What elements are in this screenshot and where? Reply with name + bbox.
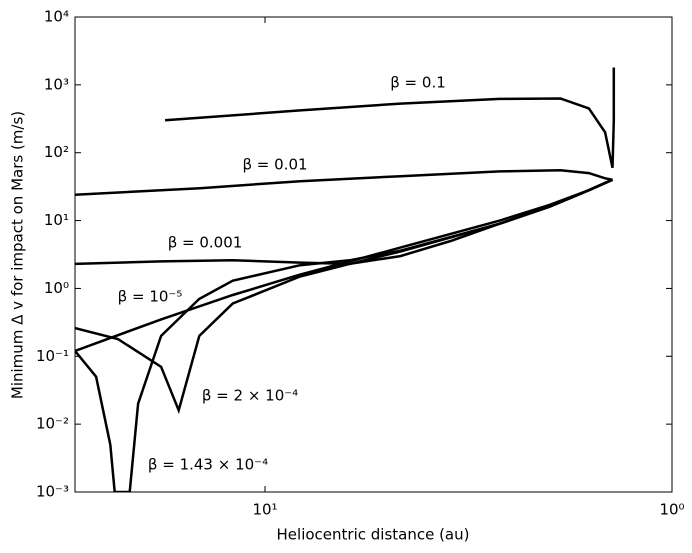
x-tick-label: 10⁰ <box>659 501 684 519</box>
y-tick-label: 10⁴ <box>44 8 69 26</box>
series-label: β = 2 × 10⁻⁴ <box>202 387 298 405</box>
y-tick-label: 10⁰ <box>44 279 69 297</box>
y-tick-label: 10⁻³ <box>36 483 69 501</box>
y-tick-label: 10⁻¹ <box>36 347 69 365</box>
series-label: β = 0.001 <box>168 234 243 252</box>
plot-frame <box>74 16 673 493</box>
y-tick-label: 10² <box>44 143 69 161</box>
series-line <box>165 67 616 169</box>
y-tick-label: 10¹ <box>44 211 69 229</box>
series-line <box>75 178 614 266</box>
y-axis-label: Minimum Δ v for impact on Mars (m/s) <box>9 111 27 399</box>
series-label: β = 1.43 × 10⁻⁴ <box>148 456 268 474</box>
x-axis-label: Heliocentric distance (au) <box>277 526 470 544</box>
x-tick-label: 10¹ <box>252 501 277 519</box>
series-line <box>75 178 614 492</box>
y-tick-label: 10³ <box>44 75 69 93</box>
series-label: β = 0.01 <box>242 156 307 174</box>
y-tick-label: 10⁻² <box>36 415 69 433</box>
series-line <box>75 169 613 197</box>
series-label: β = 10⁻⁵ <box>118 288 183 306</box>
series-label: β = 0.1 <box>390 74 446 92</box>
